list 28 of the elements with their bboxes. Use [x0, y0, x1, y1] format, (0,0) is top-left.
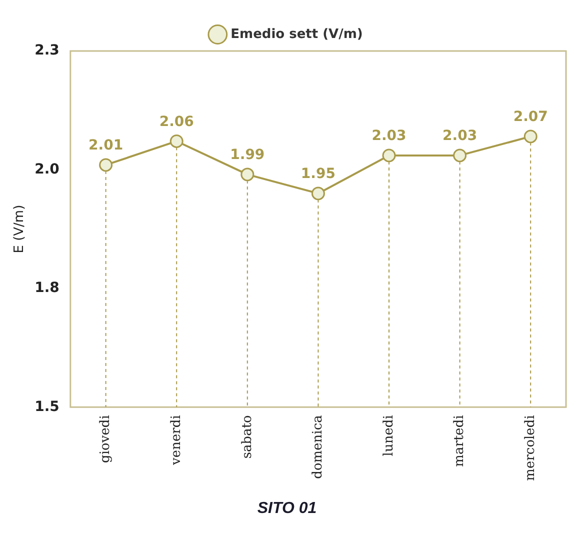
x-tick-label: mercoledi	[522, 415, 538, 481]
y-tick-label: 2.0	[34, 161, 60, 178]
data-label: 2.03	[442, 128, 478, 144]
data-label: 2.01	[88, 138, 124, 154]
data-label: 1.95	[300, 166, 336, 182]
x-tick-label: venerdi	[168, 415, 184, 466]
legend-label: Emedio sett (V/m)	[230, 26, 363, 42]
y-axis-title: E (V/m)	[12, 204, 28, 254]
point	[311, 186, 325, 200]
x-tick-label: lunedi	[381, 415, 396, 456]
point	[382, 148, 396, 162]
x-tick-label: sabato	[240, 414, 255, 459]
data-label: 2.03	[372, 128, 406, 144]
x-tick-label: martedi	[452, 415, 468, 467]
x-tick-label: domenica	[310, 414, 326, 479]
y-tick-label: 1.5	[34, 398, 60, 415]
x-tick-label: giovedi	[98, 415, 114, 463]
data-label: 1.99	[230, 147, 265, 164]
point	[170, 134, 184, 148]
y-tick-label: 2.3	[34, 42, 60, 59]
y-tick-label: 1.8	[34, 280, 60, 296]
data-label: 2.07	[513, 109, 548, 126]
point	[524, 130, 538, 144]
point	[453, 148, 467, 162]
data-label: 2.06	[159, 114, 194, 130]
text: SITO 01	[257, 500, 317, 517]
point	[99, 158, 113, 172]
point	[240, 168, 254, 182]
